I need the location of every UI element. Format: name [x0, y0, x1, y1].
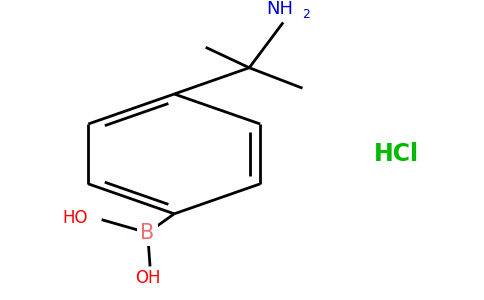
Text: NH: NH — [266, 0, 293, 18]
Text: HO: HO — [62, 209, 88, 227]
Text: 2: 2 — [302, 8, 310, 21]
Text: B: B — [140, 223, 155, 243]
Text: OH: OH — [135, 269, 160, 287]
Text: HCl: HCl — [374, 142, 420, 166]
